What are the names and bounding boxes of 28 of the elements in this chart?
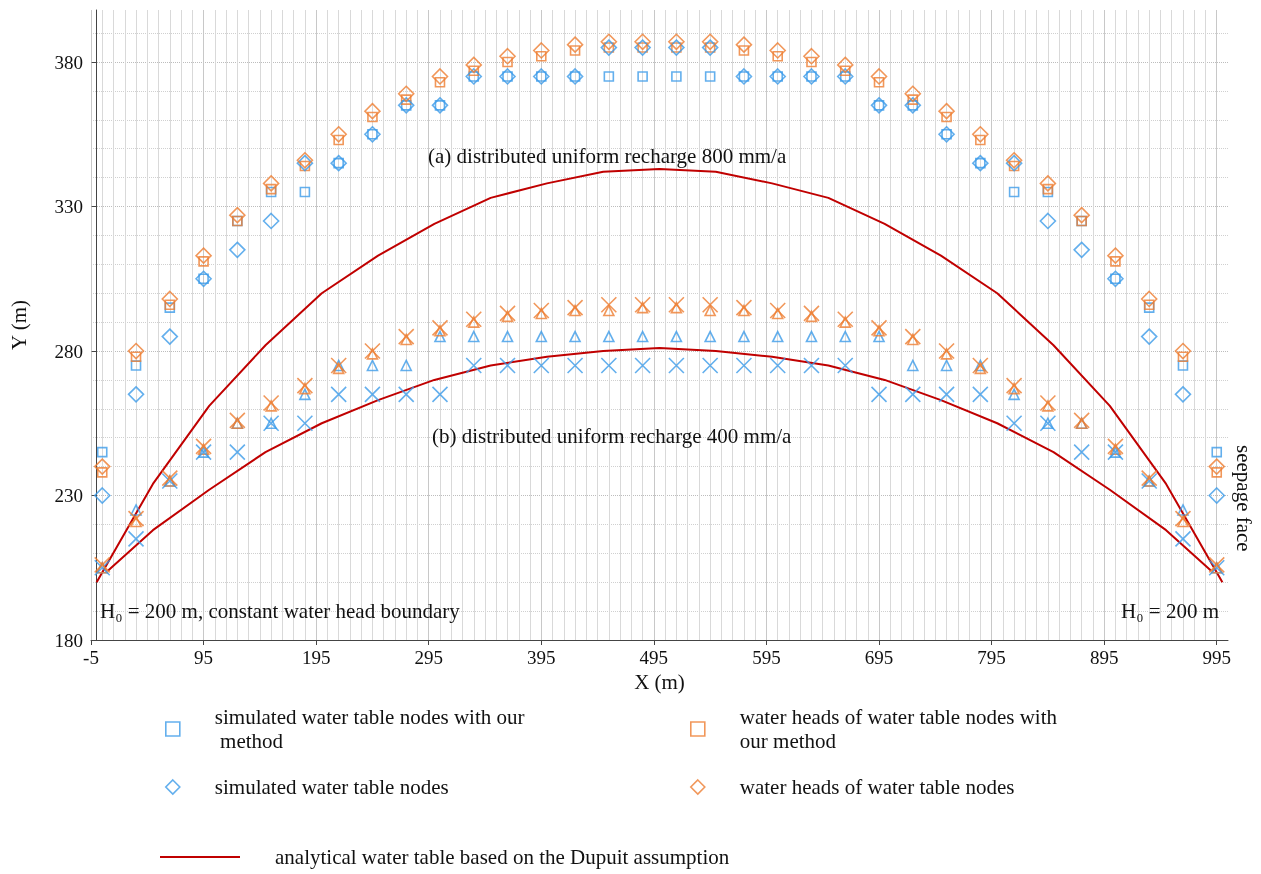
x-tick-label: -5 xyxy=(83,647,99,668)
x-tick-label: 295 xyxy=(414,647,443,668)
legend-label: water heads of water table nodes with our method xyxy=(739,705,1063,753)
annotation: (a) distributed uniform recharge 800 mm/a xyxy=(428,143,787,168)
x-tick-label: 795 xyxy=(977,647,1006,668)
legend-label: simulated water table nodes with our method xyxy=(214,705,525,753)
x-tick-label: 95 xyxy=(194,647,214,668)
y-tick-label: 380 xyxy=(54,51,83,73)
x-tick-label: 895 xyxy=(1089,647,1119,668)
y-axis-title: Y (m) xyxy=(6,300,31,350)
legend-label: simulated water table nodes xyxy=(214,775,449,799)
x-tick-label: 595 xyxy=(752,647,781,668)
x-tick-label: 495 xyxy=(639,647,669,668)
y-tick-label: 230 xyxy=(54,485,83,506)
legend-label: analytical water table based on the Dupuit assumption xyxy=(275,845,730,869)
y-tick-label: 180 xyxy=(54,629,83,651)
annotation: H₀ = 200 m, constant water head boundary xyxy=(100,598,461,623)
annotation: H₀ = 200 m xyxy=(1121,598,1220,623)
annotation: (b) distributed uniform recharge 400 mm/a xyxy=(432,423,793,448)
x-tick-label: 695 xyxy=(864,647,894,668)
x-tick-label: 195 xyxy=(301,647,331,668)
legend-label: water heads of water table nodes xyxy=(739,775,1015,799)
x-tick-label: 395 xyxy=(527,647,556,668)
y-tick-label: 330 xyxy=(54,196,83,218)
y-tick-label: 280 xyxy=(54,340,83,362)
text: seepage face xyxy=(1231,445,1256,552)
x-axis-title: X (m) xyxy=(634,670,685,695)
x-tick-label: 995 xyxy=(1202,647,1231,668)
